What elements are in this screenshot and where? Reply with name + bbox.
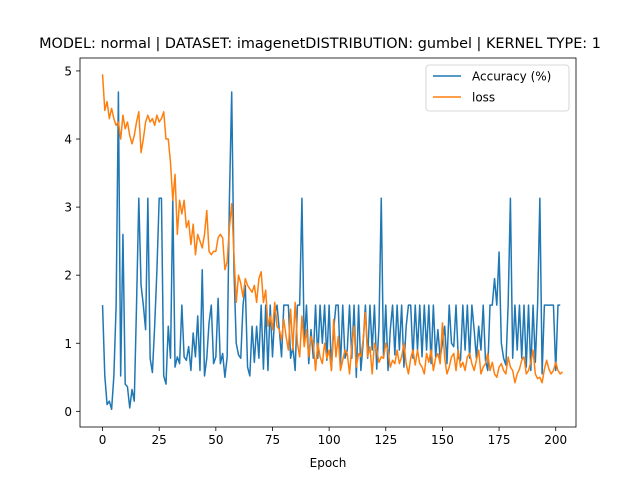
y-tick-label: 0 <box>64 405 72 419</box>
x-axis-ticks: 0 25 50 75 100 125 150 175 200 <box>99 427 567 447</box>
x-tick-label: 200 <box>544 433 567 447</box>
y-tick-label: 2 <box>64 269 72 283</box>
x-tick-label: 50 <box>208 433 223 447</box>
x-tick-label: 100 <box>318 433 341 447</box>
x-tick-label: 75 <box>265 433 280 447</box>
legend-label-1: loss <box>472 91 495 105</box>
x-tick-label: 175 <box>488 433 511 447</box>
x-axis-label: Epoch <box>310 456 347 470</box>
x-tick-label: 25 <box>152 433 167 447</box>
series-line-1 <box>101 74 564 384</box>
legend-label-0: Accuracy (%) <box>472 70 551 84</box>
plot-frame <box>79 57 577 428</box>
x-tick-label: 0 <box>99 433 107 447</box>
plot-lines <box>101 74 564 411</box>
y-tick-label: 4 <box>64 133 72 147</box>
legend: Accuracy (%) loss <box>425 64 570 112</box>
y-tick-label: 3 <box>64 201 72 215</box>
y-axis-ticks: 0 1 2 3 4 5 <box>64 64 80 419</box>
x-tick-label: 125 <box>374 433 397 447</box>
legend-box <box>425 64 570 112</box>
x-tick-label: 150 <box>431 433 454 447</box>
y-tick-label: 1 <box>64 337 72 351</box>
y-tick-label: 5 <box>64 64 72 78</box>
chart-title: MODEL: normal | DATASET: imagenetDISTRIB… <box>39 36 601 52</box>
